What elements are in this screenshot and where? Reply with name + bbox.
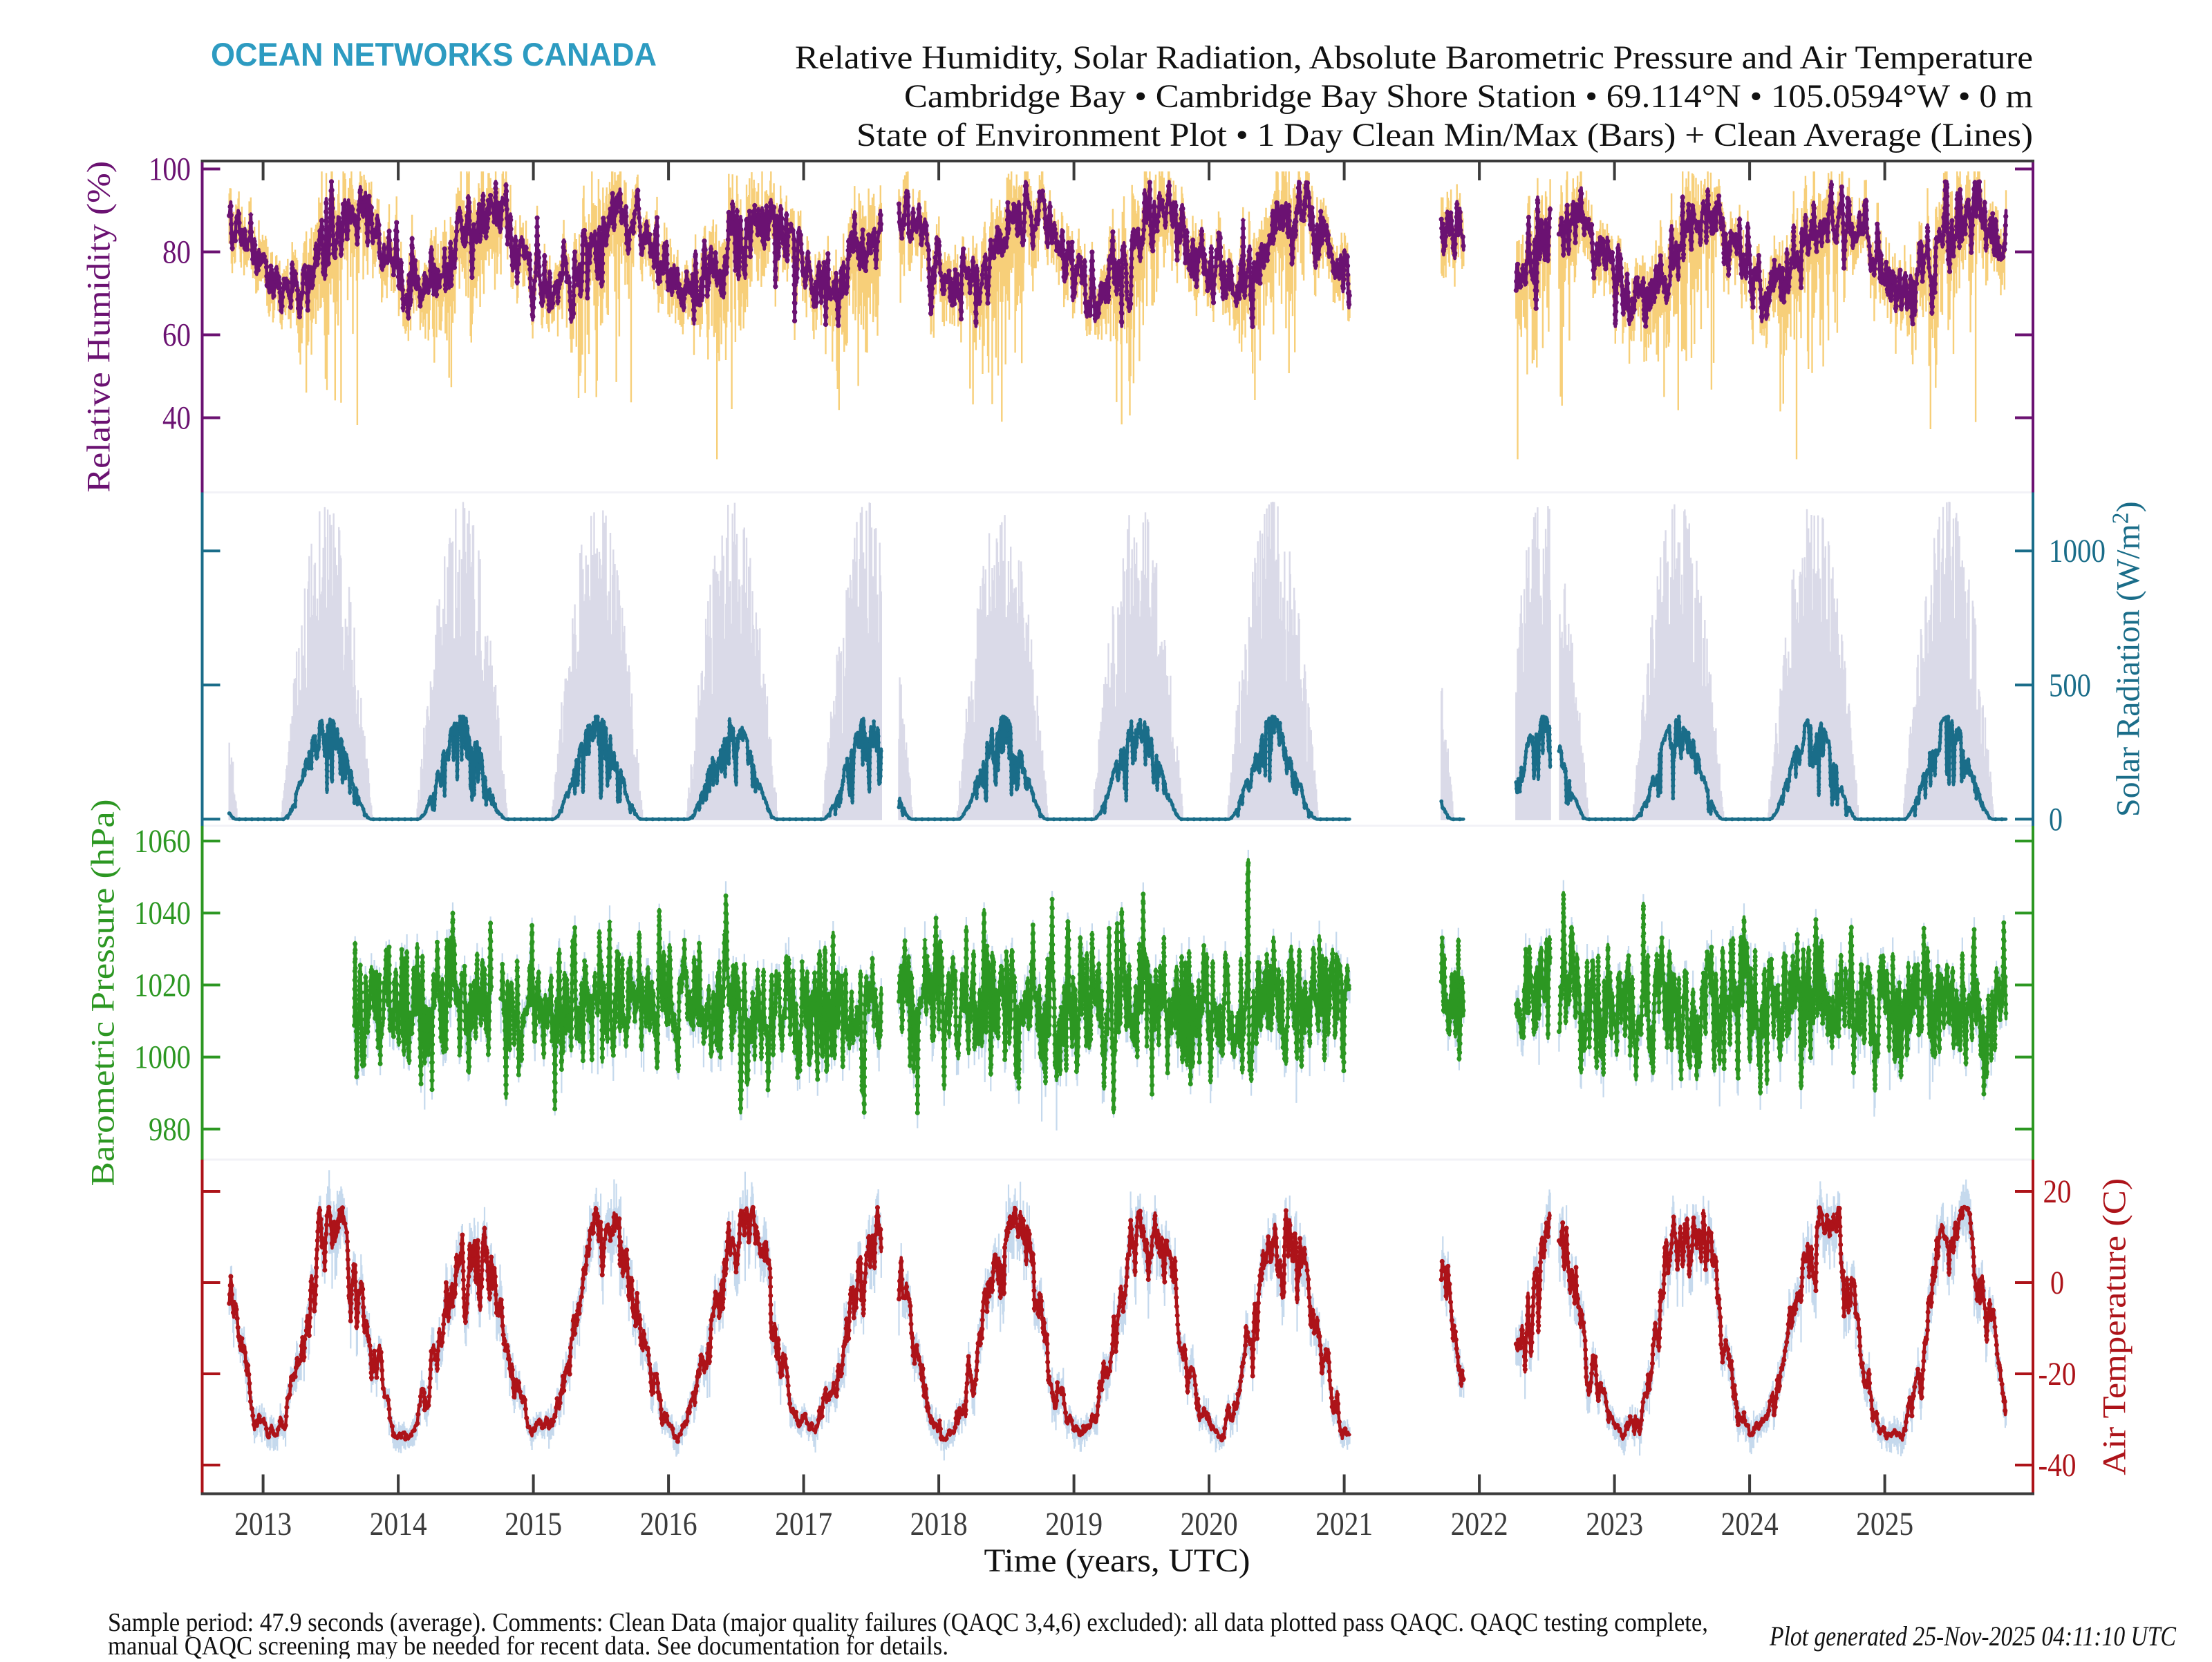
svg-text:Air Temperature (C): Air Temperature (C) xyxy=(2096,1178,2133,1475)
svg-text:State of Environment Plot • 1: State of Environment Plot • 1 Day Clean … xyxy=(856,117,2033,153)
svg-text:2022: 2022 xyxy=(1451,1506,1508,1542)
svg-text:2014: 2014 xyxy=(370,1506,427,1542)
svg-text:100: 100 xyxy=(149,151,191,188)
svg-text:1000: 1000 xyxy=(2049,533,2106,569)
svg-text:2015: 2015 xyxy=(505,1506,562,1542)
svg-text:OCEAN NETWORKS CANADA: OCEAN NETWORKS CANADA xyxy=(211,36,657,73)
svg-text:2020: 2020 xyxy=(1181,1506,1238,1542)
svg-text:Solar Radiation (W/m2): Solar Radiation (W/m2) xyxy=(2108,501,2146,817)
svg-text:Cambridge Bay • Cambridge Bay: Cambridge Bay • Cambridge Bay Shore Stat… xyxy=(904,78,2033,115)
svg-text:40: 40 xyxy=(162,400,191,437)
svg-text:Barometric Pressure (hPa): Barometric Pressure (hPa) xyxy=(84,800,121,1187)
svg-text:2017: 2017 xyxy=(775,1506,832,1542)
svg-text:80: 80 xyxy=(162,234,191,271)
svg-text:20: 20 xyxy=(2043,1173,2072,1210)
svg-text:Relative Humidity, Solar Radia: Relative Humidity, Solar Radiation, Abso… xyxy=(795,39,2033,76)
svg-text:2023: 2023 xyxy=(1586,1506,1643,1542)
svg-text:Time (years, UTC): Time (years, UTC) xyxy=(984,1542,1250,1579)
svg-text:-20: -20 xyxy=(2038,1356,2077,1392)
svg-text:0: 0 xyxy=(2049,801,2063,838)
svg-text:2024: 2024 xyxy=(1721,1506,1779,1542)
svg-text:Plot generated 25-Nov-2025 04:: Plot generated 25-Nov-2025 04:11:10 UTC xyxy=(1769,1621,2177,1652)
svg-text:500: 500 xyxy=(2049,667,2091,703)
svg-text:2013: 2013 xyxy=(234,1506,292,1542)
svg-text:1040: 1040 xyxy=(134,895,191,932)
svg-text:2019: 2019 xyxy=(1045,1506,1103,1542)
svg-text:2018: 2018 xyxy=(910,1506,968,1542)
svg-text:60: 60 xyxy=(162,317,191,354)
svg-text:2021: 2021 xyxy=(1315,1506,1373,1542)
svg-text:2025: 2025 xyxy=(1856,1506,1913,1542)
svg-text:Sample period: 47.9 seconds (a: Sample period: 47.9 seconds (average). C… xyxy=(108,1608,1708,1637)
svg-text:2016: 2016 xyxy=(640,1506,697,1542)
svg-text:1020: 1020 xyxy=(134,967,191,1003)
svg-text:manual QAQC screening may be n: manual QAQC screening may be needed for … xyxy=(108,1632,948,1659)
svg-text:0: 0 xyxy=(2050,1265,2064,1301)
svg-text:1000: 1000 xyxy=(134,1039,191,1076)
svg-text:-40: -40 xyxy=(2038,1447,2077,1484)
svg-text:980: 980 xyxy=(149,1111,191,1148)
svg-text:1060: 1060 xyxy=(134,823,191,860)
svg-text:Relative Humidity (%): Relative Humidity (%) xyxy=(80,161,117,493)
